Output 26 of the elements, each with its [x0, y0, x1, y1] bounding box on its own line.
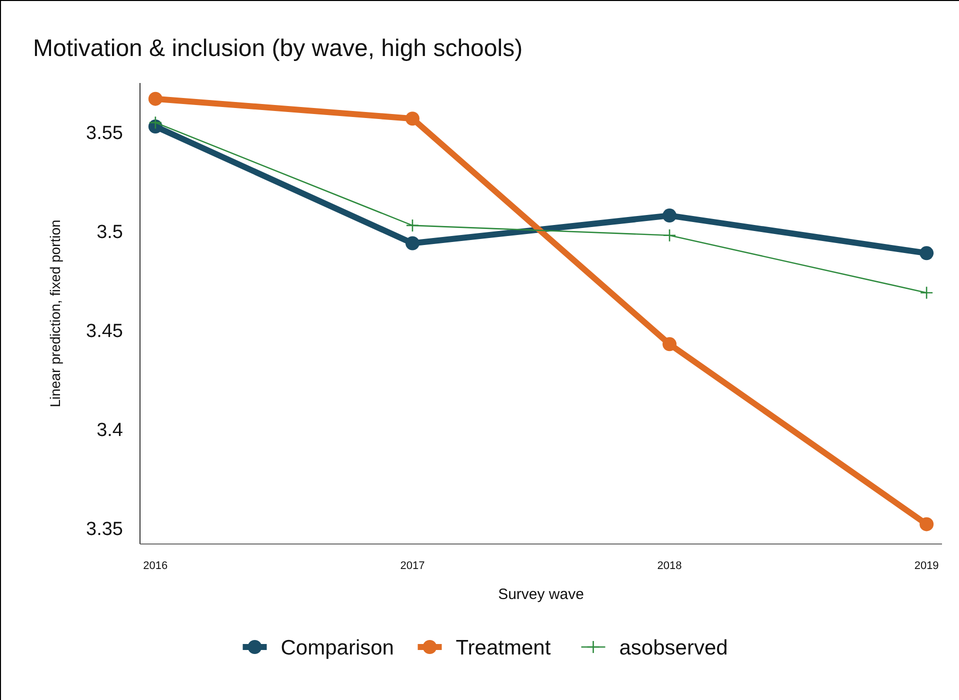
y-tick-label: 3.45 — [86, 320, 123, 342]
x-axis-title: Survey wave — [498, 586, 584, 603]
legend-label: Comparison — [280, 636, 394, 660]
y-tick-label: 3.5 — [96, 222, 123, 244]
point — [920, 246, 934, 260]
legend-label: asobserved — [619, 636, 728, 660]
point — [662, 208, 677, 223]
y-axis-title: Linear prediction, fixed portion — [47, 220, 63, 408]
x-tick-label: 2016 — [143, 560, 168, 572]
chart-title: Motivation & inclusion (by wave, high schools) — [33, 35, 523, 62]
point — [148, 116, 162, 130]
x-tick-label: 2019 — [914, 560, 939, 572]
y-tick-label: 3.35 — [86, 518, 123, 540]
point — [406, 218, 420, 232]
point — [662, 228, 676, 242]
point — [405, 112, 420, 126]
y-tick-label: 3.55 — [86, 123, 123, 144]
x-tick-label: 2018 — [657, 560, 682, 572]
point — [920, 517, 934, 532]
point — [405, 236, 420, 250]
point — [920, 286, 934, 300]
point — [662, 337, 677, 352]
point — [148, 92, 162, 106]
y-tick-label: 3.4 — [96, 420, 124, 441]
x-tick-label: 2017 — [400, 560, 425, 572]
legend-label: Treatment — [456, 636, 551, 660]
